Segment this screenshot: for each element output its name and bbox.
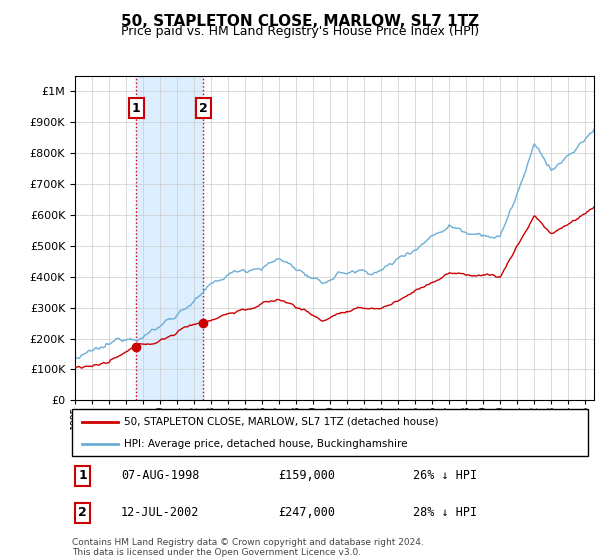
Text: 28% ↓ HPI: 28% ↓ HPI (413, 506, 476, 520)
Text: Price paid vs. HM Land Registry's House Price Index (HPI): Price paid vs. HM Land Registry's House … (121, 25, 479, 38)
Text: £247,000: £247,000 (278, 506, 335, 520)
Text: 1: 1 (132, 101, 140, 115)
Text: 2: 2 (199, 101, 208, 115)
Text: 2: 2 (78, 506, 87, 520)
Text: 1: 1 (78, 469, 87, 483)
Text: 07-AUG-1998: 07-AUG-1998 (121, 469, 199, 483)
Text: £159,000: £159,000 (278, 469, 335, 483)
Text: 26% ↓ HPI: 26% ↓ HPI (413, 469, 476, 483)
Text: 50, STAPLETON CLOSE, MARLOW, SL7 1TZ (detached house): 50, STAPLETON CLOSE, MARLOW, SL7 1TZ (de… (124, 417, 438, 427)
Text: HPI: Average price, detached house, Buckinghamshire: HPI: Average price, detached house, Buck… (124, 438, 407, 449)
Text: Contains HM Land Registry data © Crown copyright and database right 2024.
This d: Contains HM Land Registry data © Crown c… (72, 538, 424, 557)
Text: 12-JUL-2002: 12-JUL-2002 (121, 506, 199, 520)
Bar (136, 76, 203, 400)
Text: 50, STAPLETON CLOSE, MARLOW, SL7 1TZ: 50, STAPLETON CLOSE, MARLOW, SL7 1TZ (121, 14, 479, 29)
FancyBboxPatch shape (72, 409, 588, 456)
